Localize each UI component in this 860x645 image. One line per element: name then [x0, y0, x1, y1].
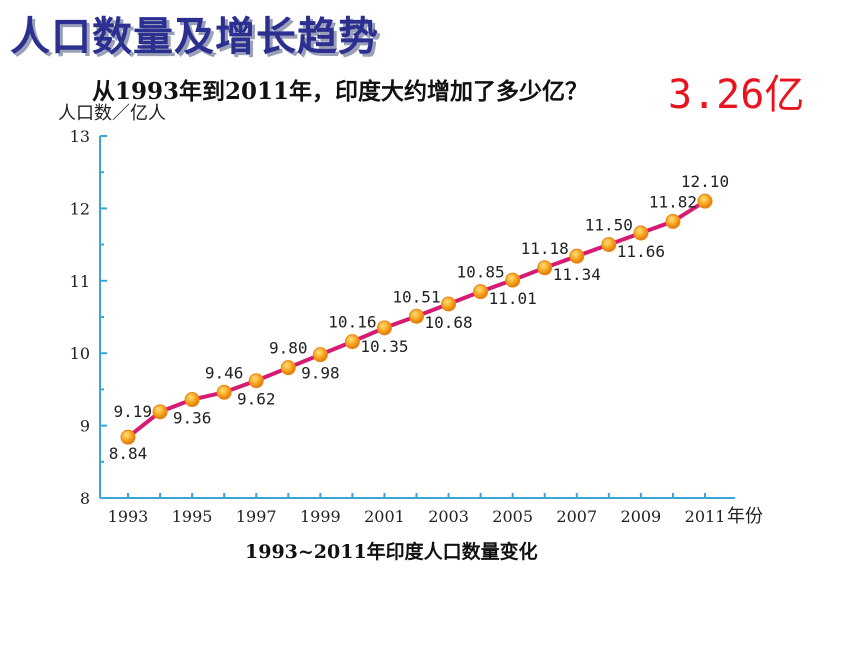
x-tick-label: 2011	[685, 507, 726, 526]
data-label: 8.84	[109, 444, 148, 463]
x-tick-label: 1995	[172, 507, 213, 526]
y-tick-label: 11	[70, 272, 90, 291]
x-tick-label: 1999	[300, 507, 341, 526]
x-tick-label: 2001	[364, 507, 405, 526]
y-tick-label: 12	[70, 199, 90, 218]
data-point	[601, 237, 617, 253]
data-label: 9.46	[205, 363, 244, 382]
x-tick-label: 2003	[428, 507, 469, 526]
data-label: 10.68	[424, 313, 472, 332]
data-point	[312, 347, 328, 363]
data-point	[633, 225, 649, 241]
data-label: 10.85	[457, 263, 505, 282]
answer-text: 3.26亿	[668, 72, 805, 118]
chart-caption: 1993~2011年印度人口数量变化	[245, 541, 538, 563]
data-label: 9.62	[237, 390, 276, 409]
data-label: 11.50	[585, 216, 633, 235]
x-tick-label: 2009	[621, 507, 662, 526]
data-point	[248, 373, 264, 389]
data-point	[344, 334, 360, 350]
y-tick-label: 9	[80, 417, 90, 436]
x-tick-label: 1997	[236, 507, 277, 526]
data-point	[120, 429, 136, 445]
data-point	[280, 360, 296, 376]
data-label: 11.34	[553, 265, 601, 284]
data-label: 11.18	[521, 239, 569, 258]
x-tick-label: 2007	[556, 507, 597, 526]
y-tick-label: 10	[70, 344, 90, 363]
data-label: 11.01	[489, 289, 537, 308]
x-tick-label: 2005	[492, 507, 533, 526]
y-axis-label: 人口数／亿人	[58, 103, 166, 124]
data-label: 9.19	[114, 402, 153, 421]
y-tick-label: 13	[70, 127, 90, 146]
data-point	[216, 384, 232, 400]
data-label: 10.16	[328, 313, 376, 332]
x-axis-label: 年份	[727, 506, 763, 527]
data-point	[505, 272, 521, 288]
data-point	[473, 284, 489, 300]
data-point	[665, 213, 681, 229]
data-point	[376, 320, 392, 336]
y-tick-label: 8	[80, 489, 90, 508]
data-point	[537, 260, 553, 276]
data-point	[152, 404, 168, 420]
data-point	[409, 308, 424, 324]
question-text: 从1993年到2011年，印度大约增加了多少亿？	[92, 78, 589, 105]
data-label: 10.51	[392, 287, 440, 306]
data-label: 9.98	[301, 364, 340, 383]
data-label: 9.80	[269, 339, 308, 358]
data-label: 11.66	[617, 242, 665, 261]
data-label: 12.10	[681, 172, 729, 191]
data-point	[697, 193, 713, 209]
page-title: 人口数量及增长趋势	[10, 14, 379, 60]
data-label: 11.82	[649, 192, 697, 211]
data-point	[184, 392, 200, 408]
x-tick-label: 1993	[108, 507, 149, 526]
data-label: 10.35	[360, 337, 408, 356]
data-label: 9.36	[173, 409, 212, 428]
data-point	[569, 248, 585, 264]
data-point	[441, 296, 457, 312]
